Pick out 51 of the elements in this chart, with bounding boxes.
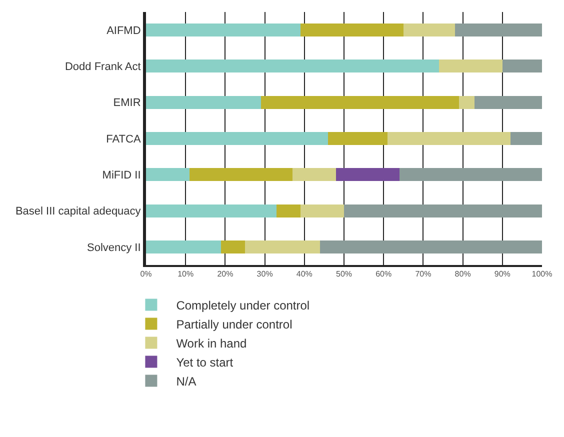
legend-label: Completely under control (176, 298, 310, 312)
bar (328, 132, 388, 146)
y-tick-label: Solvency II (86, 242, 141, 254)
bar (276, 204, 300, 218)
bar (502, 60, 542, 73)
bar (399, 168, 542, 182)
x-tick-label: 20% (217, 270, 234, 279)
x-tick-label: 50% (336, 270, 352, 279)
x-tick-label: 100% (532, 270, 552, 279)
x-tick-label: 40% (296, 270, 312, 279)
bar (146, 204, 277, 218)
bar (146, 60, 440, 73)
bar (146, 240, 222, 254)
bar (344, 204, 542, 218)
bar (458, 96, 475, 109)
legend-label: Partially under control (176, 317, 292, 332)
bar (221, 240, 245, 254)
bar (146, 168, 190, 182)
bar (260, 96, 459, 109)
bar (336, 168, 400, 182)
legend-label: N/A (176, 374, 196, 388)
bar (320, 240, 542, 254)
y-tick-label: EMIR (113, 97, 141, 110)
y-tick-label: AIFMD (106, 24, 141, 37)
bar (292, 168, 336, 182)
bar (439, 60, 502, 73)
y-tick-label: Basel III capital adequacy (15, 206, 142, 218)
bar (190, 168, 293, 182)
bar (146, 24, 300, 37)
x-tick-label: 0% (140, 270, 152, 279)
bar (388, 132, 510, 146)
x-tick-label: 60% (376, 270, 392, 279)
bar (300, 204, 344, 218)
bar (300, 24, 404, 37)
y-tick-label: FATCA (106, 133, 142, 146)
legend-label: Work in hand (176, 336, 247, 350)
x-tick-label: 80% (454, 270, 471, 279)
x-tick-label: 30% (256, 270, 273, 279)
legend-label: Yet to start (176, 355, 234, 370)
bar (245, 240, 320, 254)
bar (146, 132, 328, 146)
bar (510, 132, 542, 146)
bar (146, 96, 261, 109)
x-tick-label: 90% (494, 270, 510, 279)
y-tick-label: Dodd Frank Act (64, 61, 141, 74)
bar (454, 24, 542, 37)
x-tick-label: 10% (178, 270, 194, 279)
bar (403, 24, 455, 37)
x-tick-label: 70% (415, 270, 432, 279)
y-tick-label: MiFID II (102, 169, 141, 182)
bar (474, 96, 542, 109)
